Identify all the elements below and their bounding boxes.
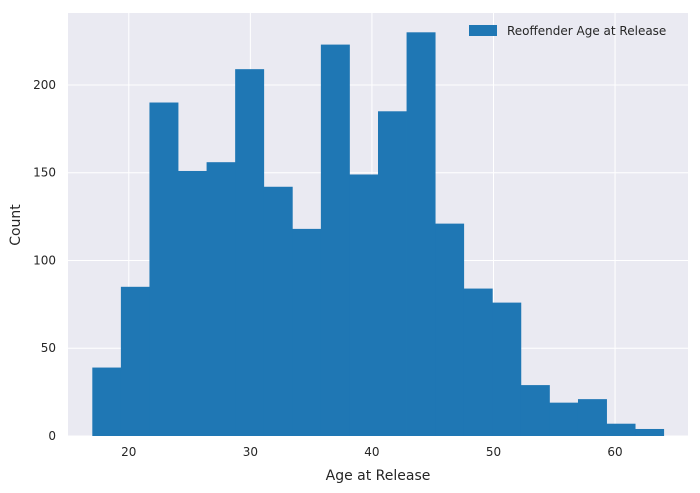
legend-swatch <box>469 25 497 36</box>
histogram-bar <box>292 228 322 436</box>
histogram-bar <box>549 402 579 436</box>
x-tick-label: 30 <box>243 445 258 459</box>
histogram-bar <box>406 32 436 436</box>
histogram-bar <box>577 399 607 436</box>
histogram-bar <box>149 102 179 436</box>
histogram-bar <box>349 174 379 436</box>
x-axis-label: Age at Release <box>326 468 431 484</box>
histogram-bar <box>606 423 636 436</box>
y-tick-label: 0 <box>48 429 56 443</box>
histogram-bar <box>178 170 207 437</box>
x-tick-label: 40 <box>364 445 379 459</box>
histogram-bar <box>520 385 550 436</box>
histogram-bar <box>320 44 350 437</box>
y-axis-label: Count <box>8 204 24 246</box>
histogram-bar <box>120 286 150 436</box>
histogram-bar <box>378 111 407 436</box>
x-tick-labels: 20 30 40 50 60 <box>121 445 623 459</box>
histogram-bar <box>92 367 122 436</box>
y-tick-label: 200 <box>33 78 56 92</box>
histogram-bars <box>92 32 665 437</box>
histogram-bar <box>463 288 493 436</box>
histogram-bar <box>235 69 265 436</box>
legend: Reoffender Age at Release <box>469 24 666 38</box>
y-tick-labels: 0 50 100 150 200 <box>33 78 56 443</box>
histogram-bar <box>263 186 293 436</box>
y-tick-label: 50 <box>41 341 56 355</box>
y-tick-label: 150 <box>33 166 56 180</box>
histogram-bar <box>635 428 665 436</box>
histogram-bar <box>492 302 522 436</box>
x-tick-label: 20 <box>121 445 136 459</box>
legend-label: Reoffender Age at Release <box>507 24 666 38</box>
histogram-bar <box>435 223 465 436</box>
x-tick-label: 60 <box>607 445 622 459</box>
y-tick-label: 100 <box>33 253 56 267</box>
x-tick-label: 50 <box>486 445 501 459</box>
histogram-bar <box>206 162 236 437</box>
